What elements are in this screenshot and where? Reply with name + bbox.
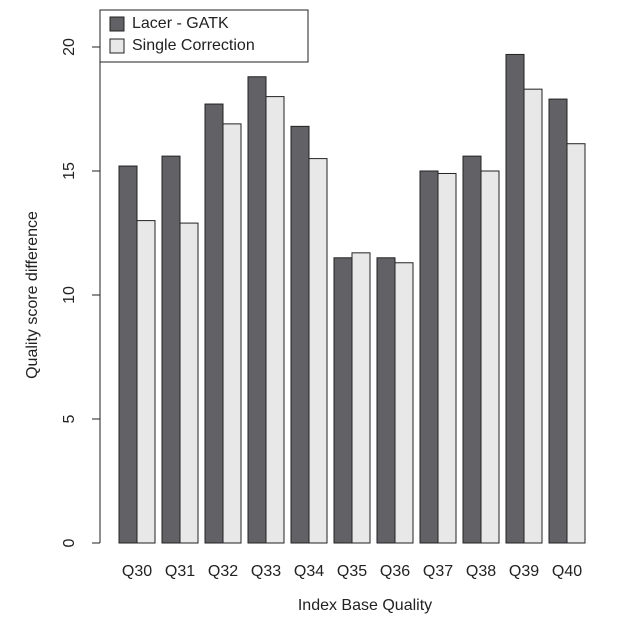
x-tick-label: Q36 xyxy=(380,563,410,580)
bar xyxy=(265,96,285,544)
legend-swatch xyxy=(109,38,125,54)
x-tick-label: Q34 xyxy=(294,563,324,580)
y-tick-label: 0 xyxy=(61,538,78,547)
legend-label: Lacer - GATK xyxy=(132,15,229,32)
bar xyxy=(505,53,525,544)
x-tick-label: Q30 xyxy=(122,563,152,580)
bar xyxy=(308,158,328,544)
y-tick-label: 10 xyxy=(61,286,78,304)
bar xyxy=(480,170,500,544)
x-axis-title: Index Base Quality xyxy=(298,597,432,614)
y-tick-label: 15 xyxy=(61,162,78,180)
x-tick-label: Q33 xyxy=(251,563,281,580)
bar xyxy=(548,98,568,544)
bar xyxy=(523,88,543,544)
x-tick-label: Q40 xyxy=(552,563,582,580)
bar xyxy=(462,155,482,544)
x-tick-label: Q31 xyxy=(165,563,195,580)
bar xyxy=(333,257,353,544)
x-tick-label: Q35 xyxy=(337,563,367,580)
legend-label: Single Correction xyxy=(132,37,255,54)
legend-swatch xyxy=(109,16,125,32)
bar xyxy=(204,103,224,544)
x-tick-label: Q39 xyxy=(509,563,539,580)
bar xyxy=(179,222,199,544)
bar xyxy=(290,125,310,544)
x-tick-label: Q32 xyxy=(208,563,238,580)
bar xyxy=(566,143,586,544)
legend-box xyxy=(99,9,309,63)
bar xyxy=(419,170,439,544)
bar xyxy=(118,165,138,544)
y-tick-label: 20 xyxy=(61,38,78,56)
bar xyxy=(437,172,457,544)
y-tick-label: 5 xyxy=(61,414,78,423)
bar xyxy=(222,123,242,544)
bar xyxy=(376,257,396,544)
bar xyxy=(394,262,414,544)
bar xyxy=(351,252,371,544)
y-axis-title: Quality score difference xyxy=(24,211,41,379)
bar xyxy=(136,220,156,544)
bar xyxy=(247,76,267,544)
x-tick-label: Q37 xyxy=(423,563,453,580)
x-tick-label: Q38 xyxy=(466,563,496,580)
bar xyxy=(161,155,181,544)
